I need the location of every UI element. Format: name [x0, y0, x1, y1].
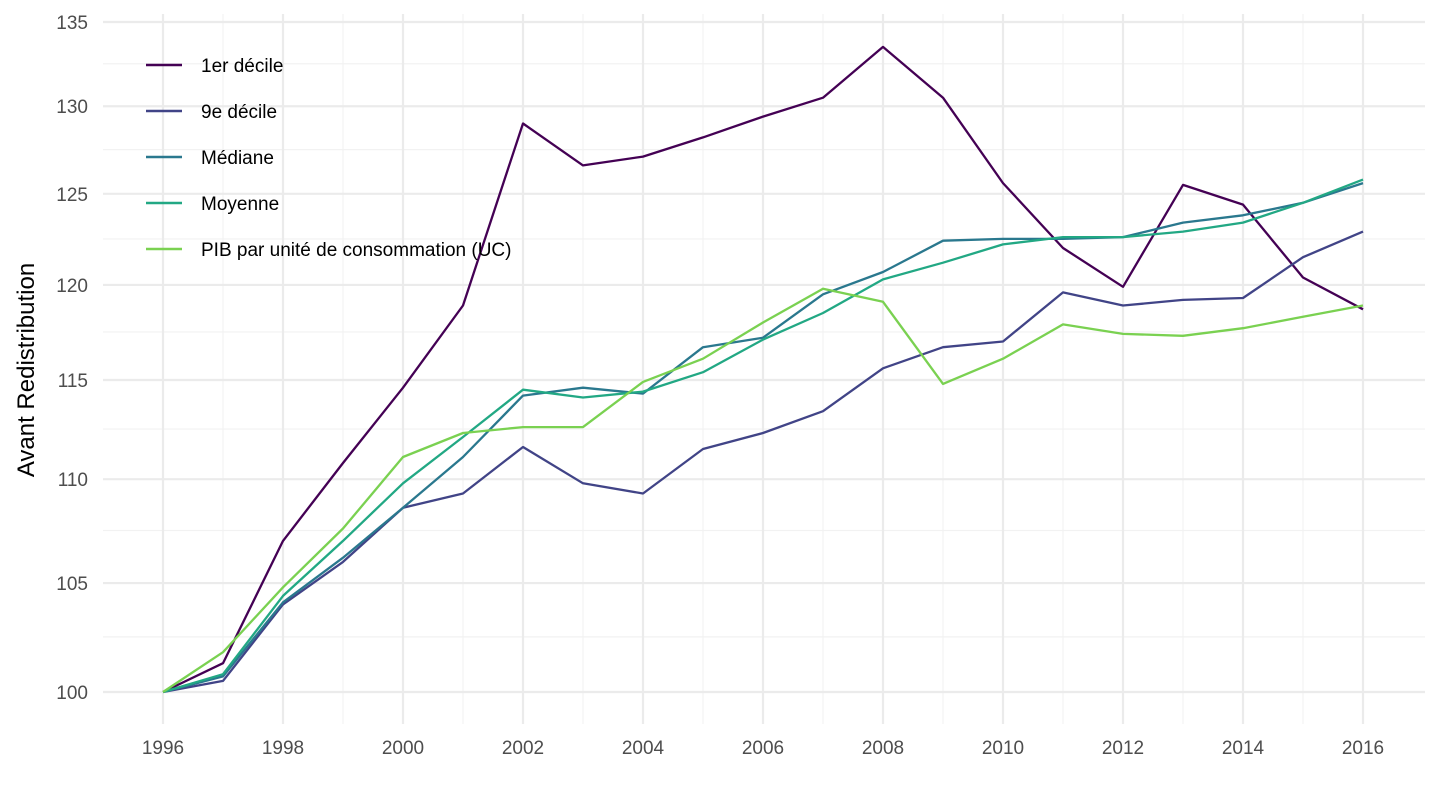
y-tick-label: 100	[56, 683, 88, 704]
legend-item: 9e décile	[146, 102, 277, 123]
legend-label: Médiane	[201, 148, 274, 169]
x-tick-label: 2000	[382, 738, 424, 759]
x-tick-label: 2014	[1222, 738, 1265, 759]
x-tick-label: 1998	[262, 738, 304, 759]
x-tick-label: 2010	[982, 738, 1024, 759]
x-tick-label: 2012	[1102, 738, 1144, 759]
x-tick-label: 2002	[502, 738, 544, 759]
y-axis-tick-labels: 100 105 110 115 120 125 130 135	[56, 13, 88, 704]
x-axis-tick-labels: 1996 1998 2000 2002 2004 2006 2008 2010 2012 2014…	[142, 738, 1384, 759]
y-tick-label: 115	[58, 371, 88, 392]
x-tick-label: 2004	[622, 738, 665, 759]
series-line-1er-decile	[162, 45, 1364, 694]
x-tick-label: 2006	[742, 738, 784, 759]
series-line-mediane	[162, 182, 1364, 694]
y-tick-label: 130	[56, 97, 88, 118]
y-tick-label: 135	[56, 13, 88, 34]
x-tick-label: 2008	[862, 738, 904, 759]
x-tick-label: 2016	[1342, 738, 1384, 759]
legend-label: 1er décile	[201, 56, 283, 77]
series-lines	[162, 45, 1364, 694]
major-gridlines	[103, 14, 1425, 724]
series-line-9e-decile	[162, 230, 1364, 694]
legend-item: Médiane	[146, 148, 274, 169]
legend: 1er décile 9e décile Médiane Moyenne PIB par…	[146, 56, 511, 261]
legend-label: 9e décile	[201, 102, 277, 123]
legend-item: 1er décile	[146, 56, 283, 77]
x-tick-label: 1996	[142, 738, 184, 759]
legend-item: Moyenne	[146, 194, 279, 215]
y-axis-title: Avant Redistribution	[13, 263, 40, 477]
y-tick-label: 110	[58, 470, 88, 491]
legend-label: Moyenne	[201, 194, 279, 215]
y-tick-label: 125	[56, 185, 88, 206]
y-tick-label: 105	[56, 574, 88, 595]
legend-label: PIB par unité de consommation (UC)	[201, 240, 511, 261]
series-line-pib-par-unite-de-consommation-uc	[162, 287, 1364, 693]
y-tick-label: 120	[56, 276, 88, 297]
legend-item: PIB par unité de consommation (UC)	[146, 240, 511, 261]
series-line-moyenne	[162, 178, 1364, 694]
